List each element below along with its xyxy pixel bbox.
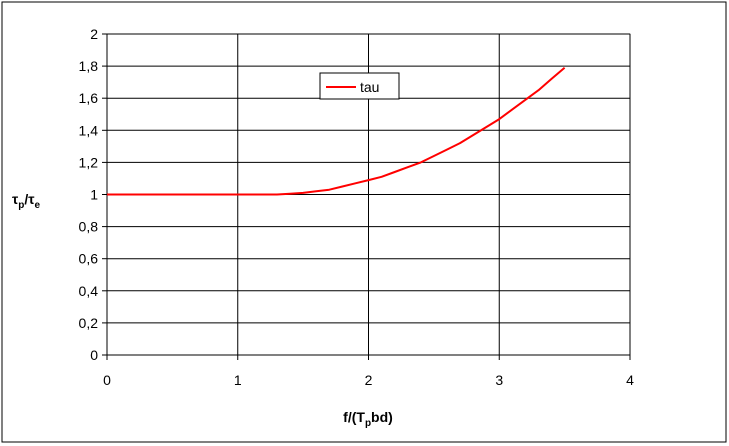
y-tick-label: 0,2 xyxy=(79,315,99,331)
y-tick-label: 0,8 xyxy=(79,219,99,235)
x-axis-label-sub: p xyxy=(365,418,371,429)
x-tick-label: 2 xyxy=(365,372,373,388)
y-tick-label: 1,6 xyxy=(79,90,99,106)
x-axis-label: f/(Tpbd) xyxy=(343,409,393,429)
y-tick-label: 1,8 xyxy=(79,58,99,74)
y-tick-label: 0,4 xyxy=(79,283,99,299)
y-tick-label: 2 xyxy=(90,26,98,42)
y-axis-label-sub1: p xyxy=(18,200,24,211)
x-axis-label-tail: bd) xyxy=(371,409,393,425)
y-tick-label: 0,6 xyxy=(79,251,99,267)
series-line-tau xyxy=(107,66,566,196)
y-tick-label: 1 xyxy=(90,187,98,203)
series-layer xyxy=(107,66,566,196)
x-tick-label: 0 xyxy=(103,372,111,388)
y-tick-label: 0 xyxy=(90,347,98,363)
y-axis-label-sub2: e xyxy=(35,200,41,211)
x-tick-label: 4 xyxy=(626,372,634,388)
y-axis-label-tau1: τ xyxy=(12,191,19,207)
x-tick-label: 3 xyxy=(495,372,503,388)
y-tick-label: 1,2 xyxy=(79,154,99,170)
y-axis-label-sep: /τ xyxy=(24,191,35,207)
y-axis-label: τp/τe xyxy=(12,191,41,211)
x-tick-label: 1 xyxy=(234,372,242,388)
ticks-layer: 0 0,2 0,4 0,6 0,8 1 1,2 1,4 1,6 1,8 2 0 1 2 3 4 xyxy=(79,26,635,388)
legend-label: tau xyxy=(360,79,379,95)
x-axis-label-main: f/(T xyxy=(343,409,365,425)
legend: tau xyxy=(319,72,400,100)
y-tick-label: 1,4 xyxy=(79,122,99,138)
